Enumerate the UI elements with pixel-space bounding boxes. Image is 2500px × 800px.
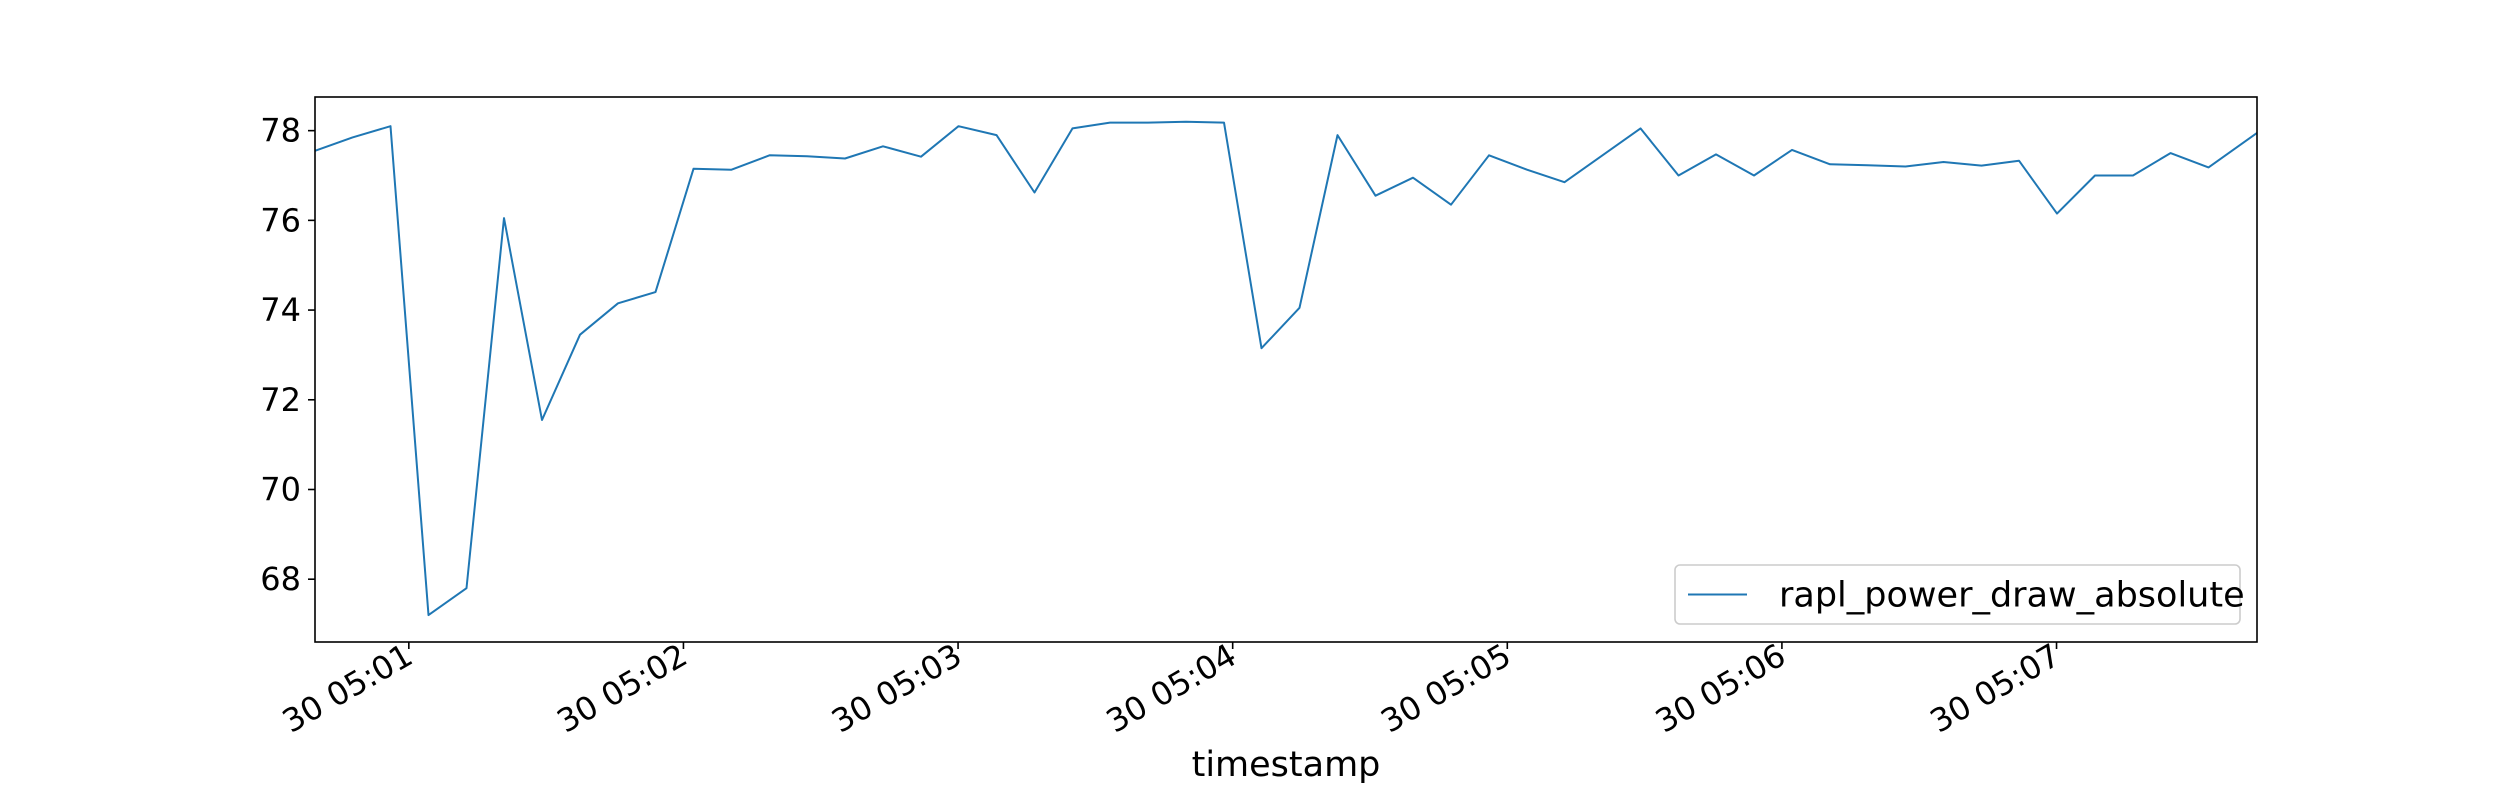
y-tick-label: 72 bbox=[260, 381, 301, 419]
x-tick-label: 30 05:02 bbox=[551, 636, 694, 740]
x-tick-label: 30 05:04 bbox=[1100, 636, 1243, 740]
x-tick-label: 30 05:06 bbox=[1649, 636, 1792, 740]
legend-box bbox=[1674, 564, 2241, 625]
y-tick-label: 76 bbox=[260, 201, 301, 239]
legend: rapl_power_draw_absolute bbox=[1674, 564, 2245, 625]
x-tick-label: 30 05:01 bbox=[276, 636, 419, 740]
y-tick-label: 68 bbox=[260, 560, 301, 598]
series-line-rapl_power_draw_absolute bbox=[314, 120, 2258, 617]
x-axis-ticks: 30 05:01 30 05:02 30 05:03 30 05:04 30 05:05… bbox=[276, 636, 2067, 740]
legend-label: rapl_power_draw_absolute bbox=[1779, 576, 2245, 616]
series-layer bbox=[314, 120, 2258, 617]
x-axis-title: timestamp bbox=[1192, 745, 1381, 785]
x-tick-label: 30 05:07 bbox=[1924, 636, 2067, 740]
x-tick-label: 30 05:05 bbox=[1374, 636, 1517, 740]
y-axis-ticks: 68 70 72 74 76 78 bbox=[260, 112, 315, 598]
x-tick-label: 30 05:03 bbox=[825, 636, 968, 740]
plot-frame bbox=[314, 96, 2258, 643]
y-tick-label: 78 bbox=[260, 112, 301, 150]
y-tick-label: 74 bbox=[260, 291, 301, 329]
y-tick-label: 70 bbox=[260, 470, 301, 508]
